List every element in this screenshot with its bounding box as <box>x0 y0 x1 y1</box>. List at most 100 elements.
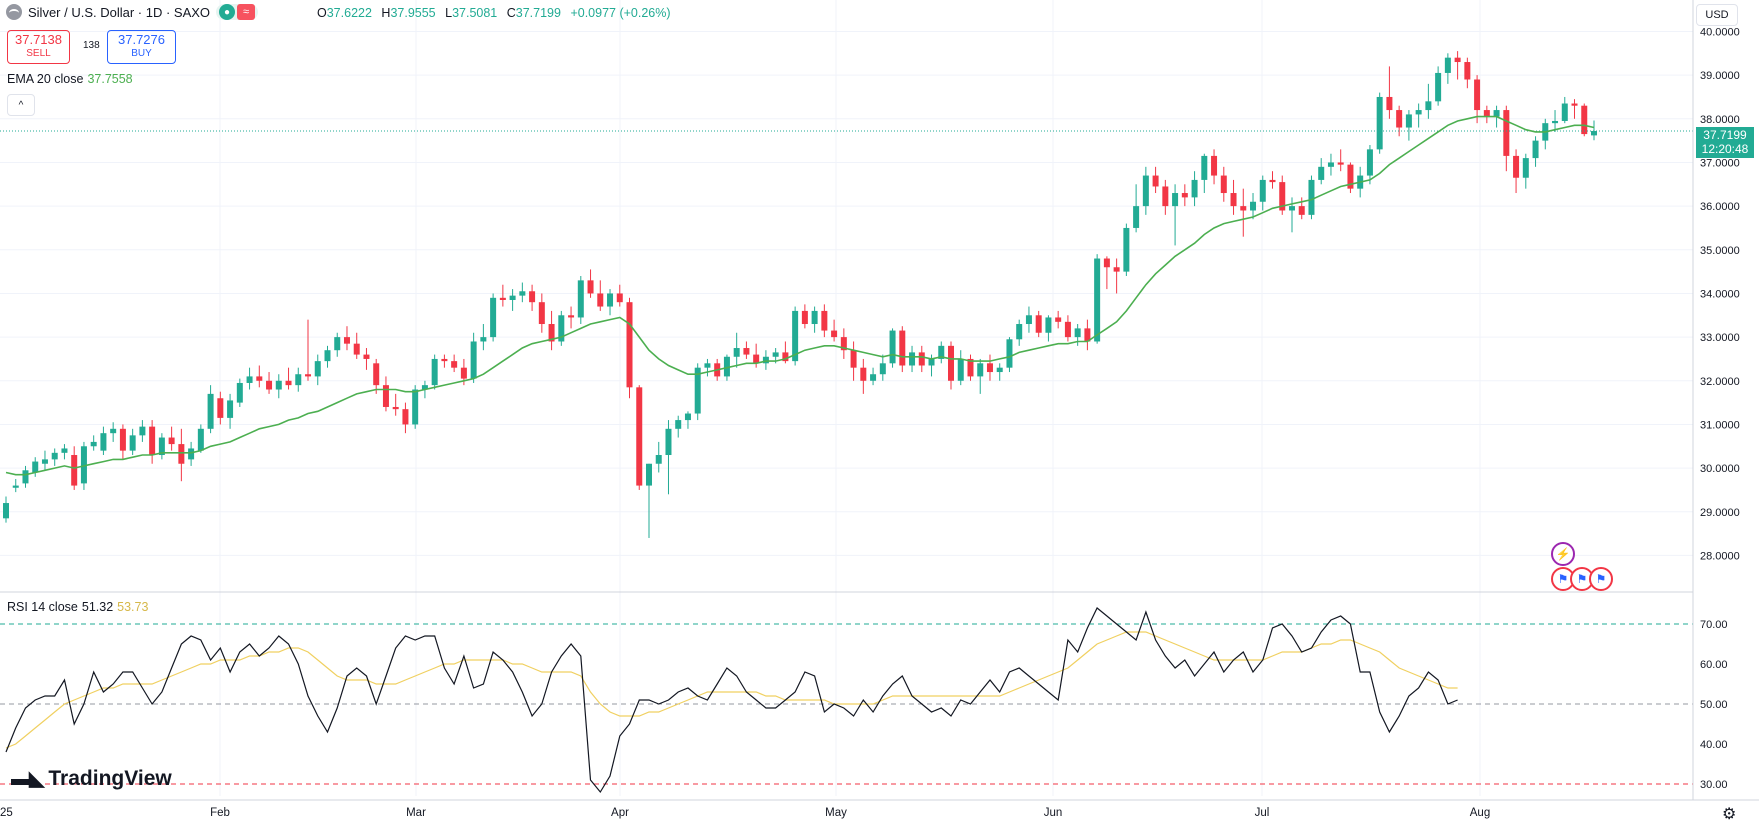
candle-body <box>587 280 594 294</box>
candle <box>275 374 282 399</box>
candle <box>1561 96 1568 124</box>
settings-gear-icon[interactable]: ⚙ <box>1722 806 1737 823</box>
candle <box>548 310 555 351</box>
time-tick-label: Apr <box>611 807 629 819</box>
candle-body <box>821 310 828 331</box>
us-flag-event-icon-3[interactable]: ⚑ <box>1589 567 1613 591</box>
rsi-legend[interactable]: RSI 14 close 51.32 53.73 <box>7 600 148 614</box>
candle <box>1250 193 1257 220</box>
candle-body <box>149 426 156 456</box>
candle-body <box>1376 96 1383 150</box>
candle <box>1337 149 1344 172</box>
candle <box>1327 153 1334 176</box>
candle-body <box>665 428 672 456</box>
price-tick-label: 28.0000 <box>1700 550 1740 562</box>
candle <box>762 350 769 370</box>
candle-body <box>1045 317 1052 333</box>
candle <box>451 354 458 373</box>
rsi-line <box>5 607 1458 794</box>
candle-body <box>1220 175 1227 194</box>
candle-body <box>1035 315 1042 333</box>
candle-body <box>831 330 838 338</box>
change-value: +0.0977 (+0.26%) <box>570 6 671 20</box>
candle-body <box>1327 162 1334 167</box>
market-status-pill[interactable]: ● ≈ <box>216 4 259 20</box>
candle-body <box>1552 120 1559 124</box>
candle <box>801 304 808 329</box>
candle <box>490 293 497 342</box>
tradingview-logo[interactable]: ▬◣ TradingView <box>11 766 172 791</box>
candle-body <box>178 444 185 464</box>
candle <box>1552 110 1559 132</box>
candle-body <box>3 503 9 519</box>
candle-body <box>548 324 555 342</box>
candle <box>1396 105 1403 137</box>
buy-price: 37.7276 <box>118 32 165 47</box>
candle <box>3 496 9 523</box>
ema-legend-value: 37.7558 <box>87 72 133 86</box>
candle <box>1513 149 1520 194</box>
candle <box>363 348 370 370</box>
candle <box>1483 105 1490 124</box>
candle-body <box>168 437 175 445</box>
candle-body <box>1396 110 1403 128</box>
candle-body <box>597 293 604 307</box>
price-tick-label: 30.0000 <box>1700 463 1740 475</box>
candle <box>821 304 828 338</box>
candle-body <box>110 428 117 434</box>
candle-body <box>363 354 370 359</box>
candle-body <box>1181 193 1188 198</box>
candle-body <box>412 389 419 425</box>
ema-legend[interactable]: EMA 20 close 37.7558 <box>7 72 133 86</box>
candle <box>61 444 68 460</box>
candle <box>694 363 701 421</box>
candle-body <box>1591 131 1597 136</box>
high-label: H <box>381 6 391 20</box>
candle <box>607 289 614 316</box>
candle-body <box>295 374 302 386</box>
candle <box>22 465 29 488</box>
candle-body <box>1493 110 1500 117</box>
candle <box>168 426 175 451</box>
candle <box>684 411 691 429</box>
lightning-event-icon[interactable]: ⚡ <box>1551 542 1575 566</box>
candle <box>1464 57 1471 89</box>
candle <box>90 435 97 451</box>
candle-body <box>529 291 536 303</box>
candle-body <box>675 420 682 429</box>
candle <box>246 367 253 390</box>
candle-body <box>1123 227 1130 272</box>
sell-button[interactable]: 37.7138 SELL <box>7 30 70 64</box>
open-label: O <box>317 6 327 20</box>
candle <box>256 365 263 388</box>
candle <box>499 284 506 307</box>
candle-body <box>1240 206 1247 211</box>
buy-button[interactable]: 37.7276 BUY <box>107 30 176 64</box>
candle <box>977 358 984 394</box>
price-tick-label: 34.0000 <box>1700 288 1740 300</box>
candle-body <box>977 363 984 377</box>
candle-body <box>373 363 380 386</box>
collapse-legend-button[interactable]: ^ <box>7 94 35 116</box>
candle <box>431 354 438 390</box>
candle <box>870 367 877 386</box>
candle-body <box>772 352 779 357</box>
open-value: 37.6222 <box>326 6 372 20</box>
candle <box>587 269 594 298</box>
candle <box>1240 188 1247 237</box>
candle-body <box>1025 315 1032 325</box>
candle-body <box>285 380 292 386</box>
candle <box>1172 184 1179 246</box>
symbol-header[interactable]: Silver / U.S. Dollar · 1D · SAXO ● ≈ <box>6 4 259 20</box>
currency-selector[interactable]: USD <box>1696 4 1738 26</box>
candle <box>850 341 857 381</box>
candle-body <box>1474 79 1481 111</box>
candle-body <box>1405 114 1412 128</box>
candle-body <box>1094 258 1101 342</box>
time-tick-label: Jul <box>1255 807 1270 819</box>
candle-body <box>1288 206 1295 211</box>
candle <box>334 332 341 357</box>
candle-body <box>626 302 633 388</box>
price-tick-label: 38.0000 <box>1700 114 1740 126</box>
